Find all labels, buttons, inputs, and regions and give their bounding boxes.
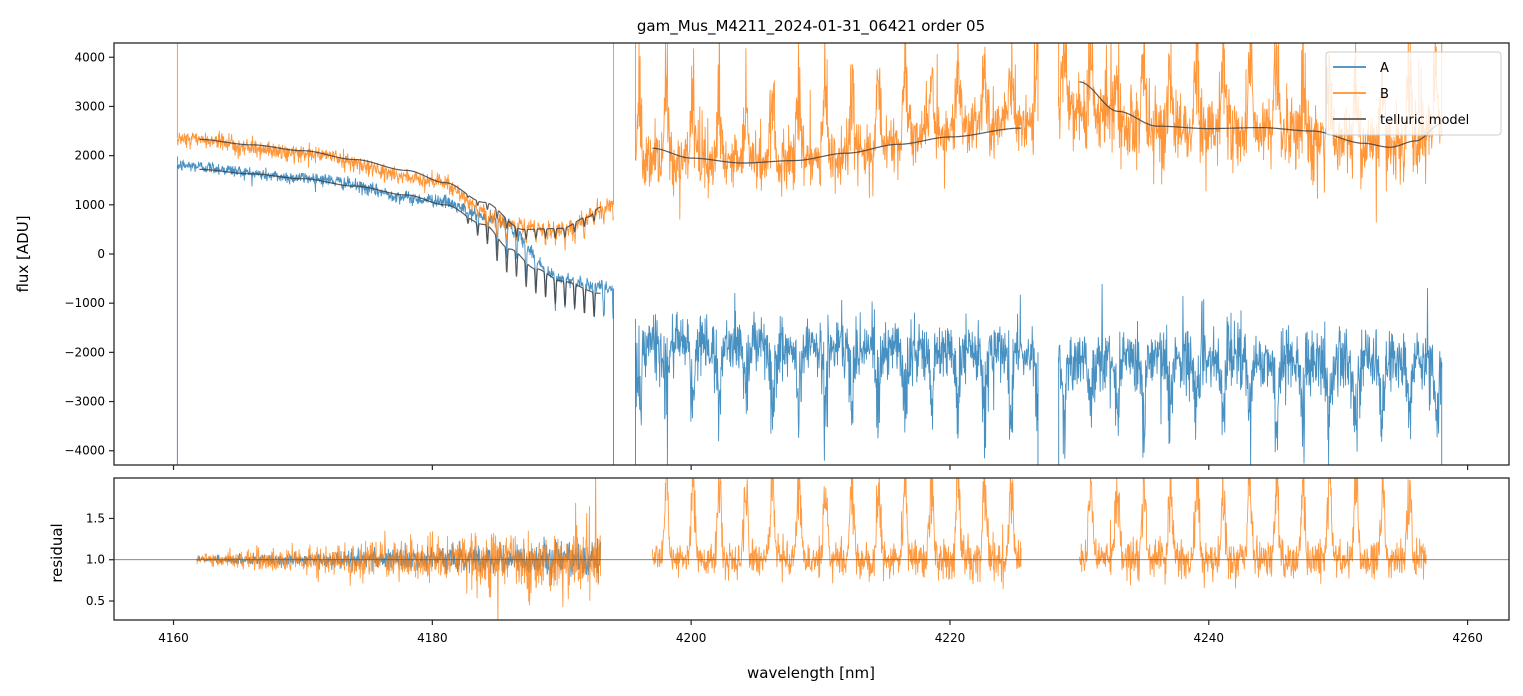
x-axis-label: wavelength [nm] bbox=[747, 664, 875, 682]
bottom-x-tick-label: 4160 bbox=[158, 631, 189, 645]
top-series-group bbox=[176, 43, 1443, 465]
top-panel: 4000 3000 2000 1000 0 −1000 −2000 −3000 −4000 fl… bbox=[14, 42, 1510, 470]
bottom-panel: 1.5 1.0 0.5 4160 4180 4200 4220 4240 4260 resid… bbox=[48, 477, 1510, 682]
bottom-y-tick-label: 1.5 bbox=[86, 511, 105, 525]
top-y-tick-label: 1000 bbox=[74, 198, 105, 212]
top-y-tick-label: 3000 bbox=[74, 99, 105, 113]
top-plot-area bbox=[114, 43, 1509, 465]
top-x-ticks bbox=[172, 465, 1469, 470]
bottom-y-tick-label: 1.0 bbox=[86, 553, 105, 567]
telluric-model-curve-3 bbox=[652, 127, 1022, 164]
bottom-y-ticks: 1.5 1.0 0.5 bbox=[86, 511, 114, 608]
series-a-segment-3 bbox=[1058, 283, 1443, 465]
legend-label-telluric: telluric model bbox=[1380, 113, 1469, 128]
bottom-plot-area bbox=[114, 478, 1509, 620]
top-y-tick-label: −3000 bbox=[64, 395, 105, 409]
bottom-x-tick-label: 4240 bbox=[1194, 631, 1225, 645]
legend: A B telluric model bbox=[1325, 51, 1502, 136]
top-y-tick-label: −1000 bbox=[64, 296, 105, 310]
bottom-x-tick-label: 4260 bbox=[1452, 631, 1483, 645]
bottom-series-group bbox=[114, 478, 1509, 620]
top-y-axis-label: flux [ADU] bbox=[14, 215, 32, 292]
telluric-model-curve-2 bbox=[199, 168, 601, 317]
legend-box bbox=[1325, 51, 1502, 136]
chart-title: gam_Mus_M4211_2024-01-31_06421 order 05 bbox=[637, 17, 985, 36]
residual-b-segment-3 bbox=[1078, 478, 1427, 589]
bottom-frame bbox=[113, 477, 1510, 621]
bottom-x-tick-label: 4180 bbox=[417, 631, 448, 645]
legend-label-a: A bbox=[1380, 61, 1389, 76]
series-b-segment-1 bbox=[176, 130, 614, 251]
telluric-model-curve-4 bbox=[1079, 81, 1442, 148]
series-b-segment-2 bbox=[635, 43, 1039, 220]
top-y-ticks: 4000 3000 2000 1000 0 −1000 −2000 −3000 −4000 bbox=[64, 50, 114, 458]
top-y-tick-label: 2000 bbox=[74, 149, 105, 163]
top-y-tick-label: −2000 bbox=[64, 345, 105, 359]
bottom-y-axis-label: residual bbox=[48, 523, 66, 582]
series-b-segment-3 bbox=[1058, 43, 1443, 223]
top-y-tick-label: 0 bbox=[97, 247, 105, 261]
legend-label-b: B bbox=[1380, 87, 1389, 102]
series-a-segment-2 bbox=[635, 292, 1039, 465]
telluric-model-curve-1 bbox=[199, 138, 601, 241]
top-y-tick-label: 4000 bbox=[74, 50, 105, 64]
bottom-x-tick-label: 4200 bbox=[676, 631, 707, 645]
bottom-x-tick-label: 4220 bbox=[935, 631, 966, 645]
bottom-x-ticks: 4160 4180 4200 4220 4240 4260 bbox=[158, 620, 1483, 645]
bottom-y-tick-label: 0.5 bbox=[86, 594, 105, 608]
residual-b-segment-1 bbox=[196, 478, 602, 620]
series-a-segment-1 bbox=[176, 156, 614, 320]
top-y-tick-label: −4000 bbox=[64, 444, 105, 458]
residual-b-segment-2 bbox=[651, 478, 1022, 590]
